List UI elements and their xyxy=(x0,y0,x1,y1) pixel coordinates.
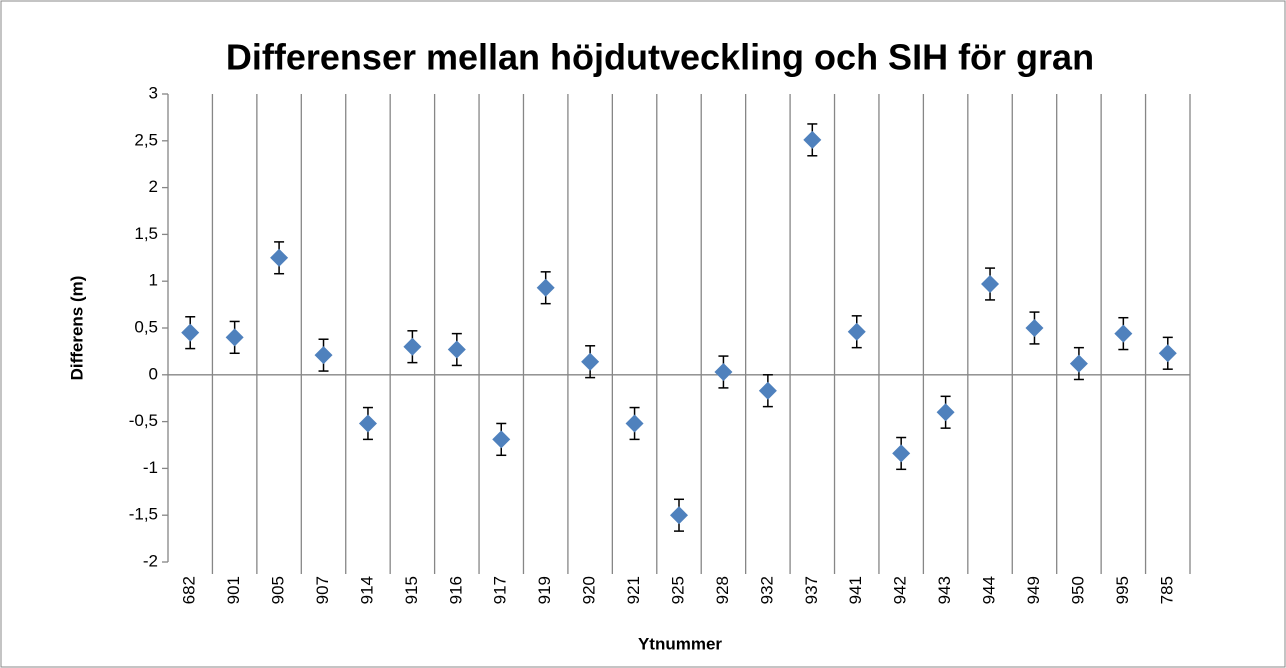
x-tick-label: 785 xyxy=(1157,576,1176,604)
marker xyxy=(536,278,555,297)
x-tick-label: 937 xyxy=(802,576,821,604)
x-tick-label: 942 xyxy=(891,576,910,604)
marker xyxy=(1158,344,1177,363)
x-tick-label: 943 xyxy=(935,576,954,604)
x-axis-title: Ytnummer xyxy=(638,634,722,653)
marker xyxy=(270,248,289,267)
chart-title: Differenser mellan höjdutveckling och SI… xyxy=(226,37,1094,78)
y-tick-label: -1 xyxy=(143,458,158,477)
marker xyxy=(1114,324,1133,343)
x-tick-label: 682 xyxy=(180,576,199,604)
marker xyxy=(1069,354,1088,373)
x-tick-label: 944 xyxy=(980,576,999,604)
marker xyxy=(981,275,1000,294)
marker xyxy=(581,352,600,371)
x-tick-label: 907 xyxy=(313,576,332,604)
y-tick-label: 2 xyxy=(149,177,158,196)
x-tick-label: 995 xyxy=(1113,576,1132,604)
x-tick-label: 928 xyxy=(713,576,732,604)
x-tick-label: 950 xyxy=(1068,576,1087,604)
marker xyxy=(714,362,733,381)
marker xyxy=(892,444,911,463)
y-tick-label: -0,5 xyxy=(129,411,158,430)
y-tick-label: 2,5 xyxy=(134,130,158,149)
x-tick-label: 941 xyxy=(846,576,865,604)
x-tick-label: 917 xyxy=(491,576,510,604)
y-tick-label: 1,5 xyxy=(134,224,158,243)
marker xyxy=(625,414,644,433)
x-tick-label: 901 xyxy=(224,576,243,604)
x-tick-label: 932 xyxy=(757,576,776,604)
y-tick-label: 0 xyxy=(149,364,158,383)
y-tick-label: -2 xyxy=(143,551,158,570)
x-tick-label: 914 xyxy=(357,576,376,604)
x-tick-label: 916 xyxy=(446,576,465,604)
marker xyxy=(447,340,466,359)
marker xyxy=(758,381,777,400)
x-tick-label: 920 xyxy=(580,576,599,604)
marker xyxy=(1025,319,1044,337)
x-tick-label: 925 xyxy=(668,576,687,604)
x-tick-label: 905 xyxy=(269,576,288,604)
marker xyxy=(936,403,955,422)
y-tick-label: 3 xyxy=(149,83,158,102)
marker xyxy=(847,322,866,341)
marker xyxy=(670,506,688,525)
y-tick-label: 1 xyxy=(149,271,158,290)
marker xyxy=(803,130,822,149)
x-tick-label: 949 xyxy=(1024,576,1043,604)
marker xyxy=(492,430,511,449)
y-tick-label: -1,5 xyxy=(129,505,158,524)
marker xyxy=(181,323,200,342)
marker xyxy=(403,337,422,356)
marker xyxy=(358,414,377,433)
marker xyxy=(314,346,333,365)
x-tick-label: 921 xyxy=(624,576,643,604)
y-axis-title: Differens (m) xyxy=(67,276,86,381)
x-tick-label: 915 xyxy=(402,576,421,604)
marker xyxy=(225,328,244,347)
x-tick-label: 919 xyxy=(535,576,554,604)
y-tick-label: 0,5 xyxy=(134,317,158,336)
